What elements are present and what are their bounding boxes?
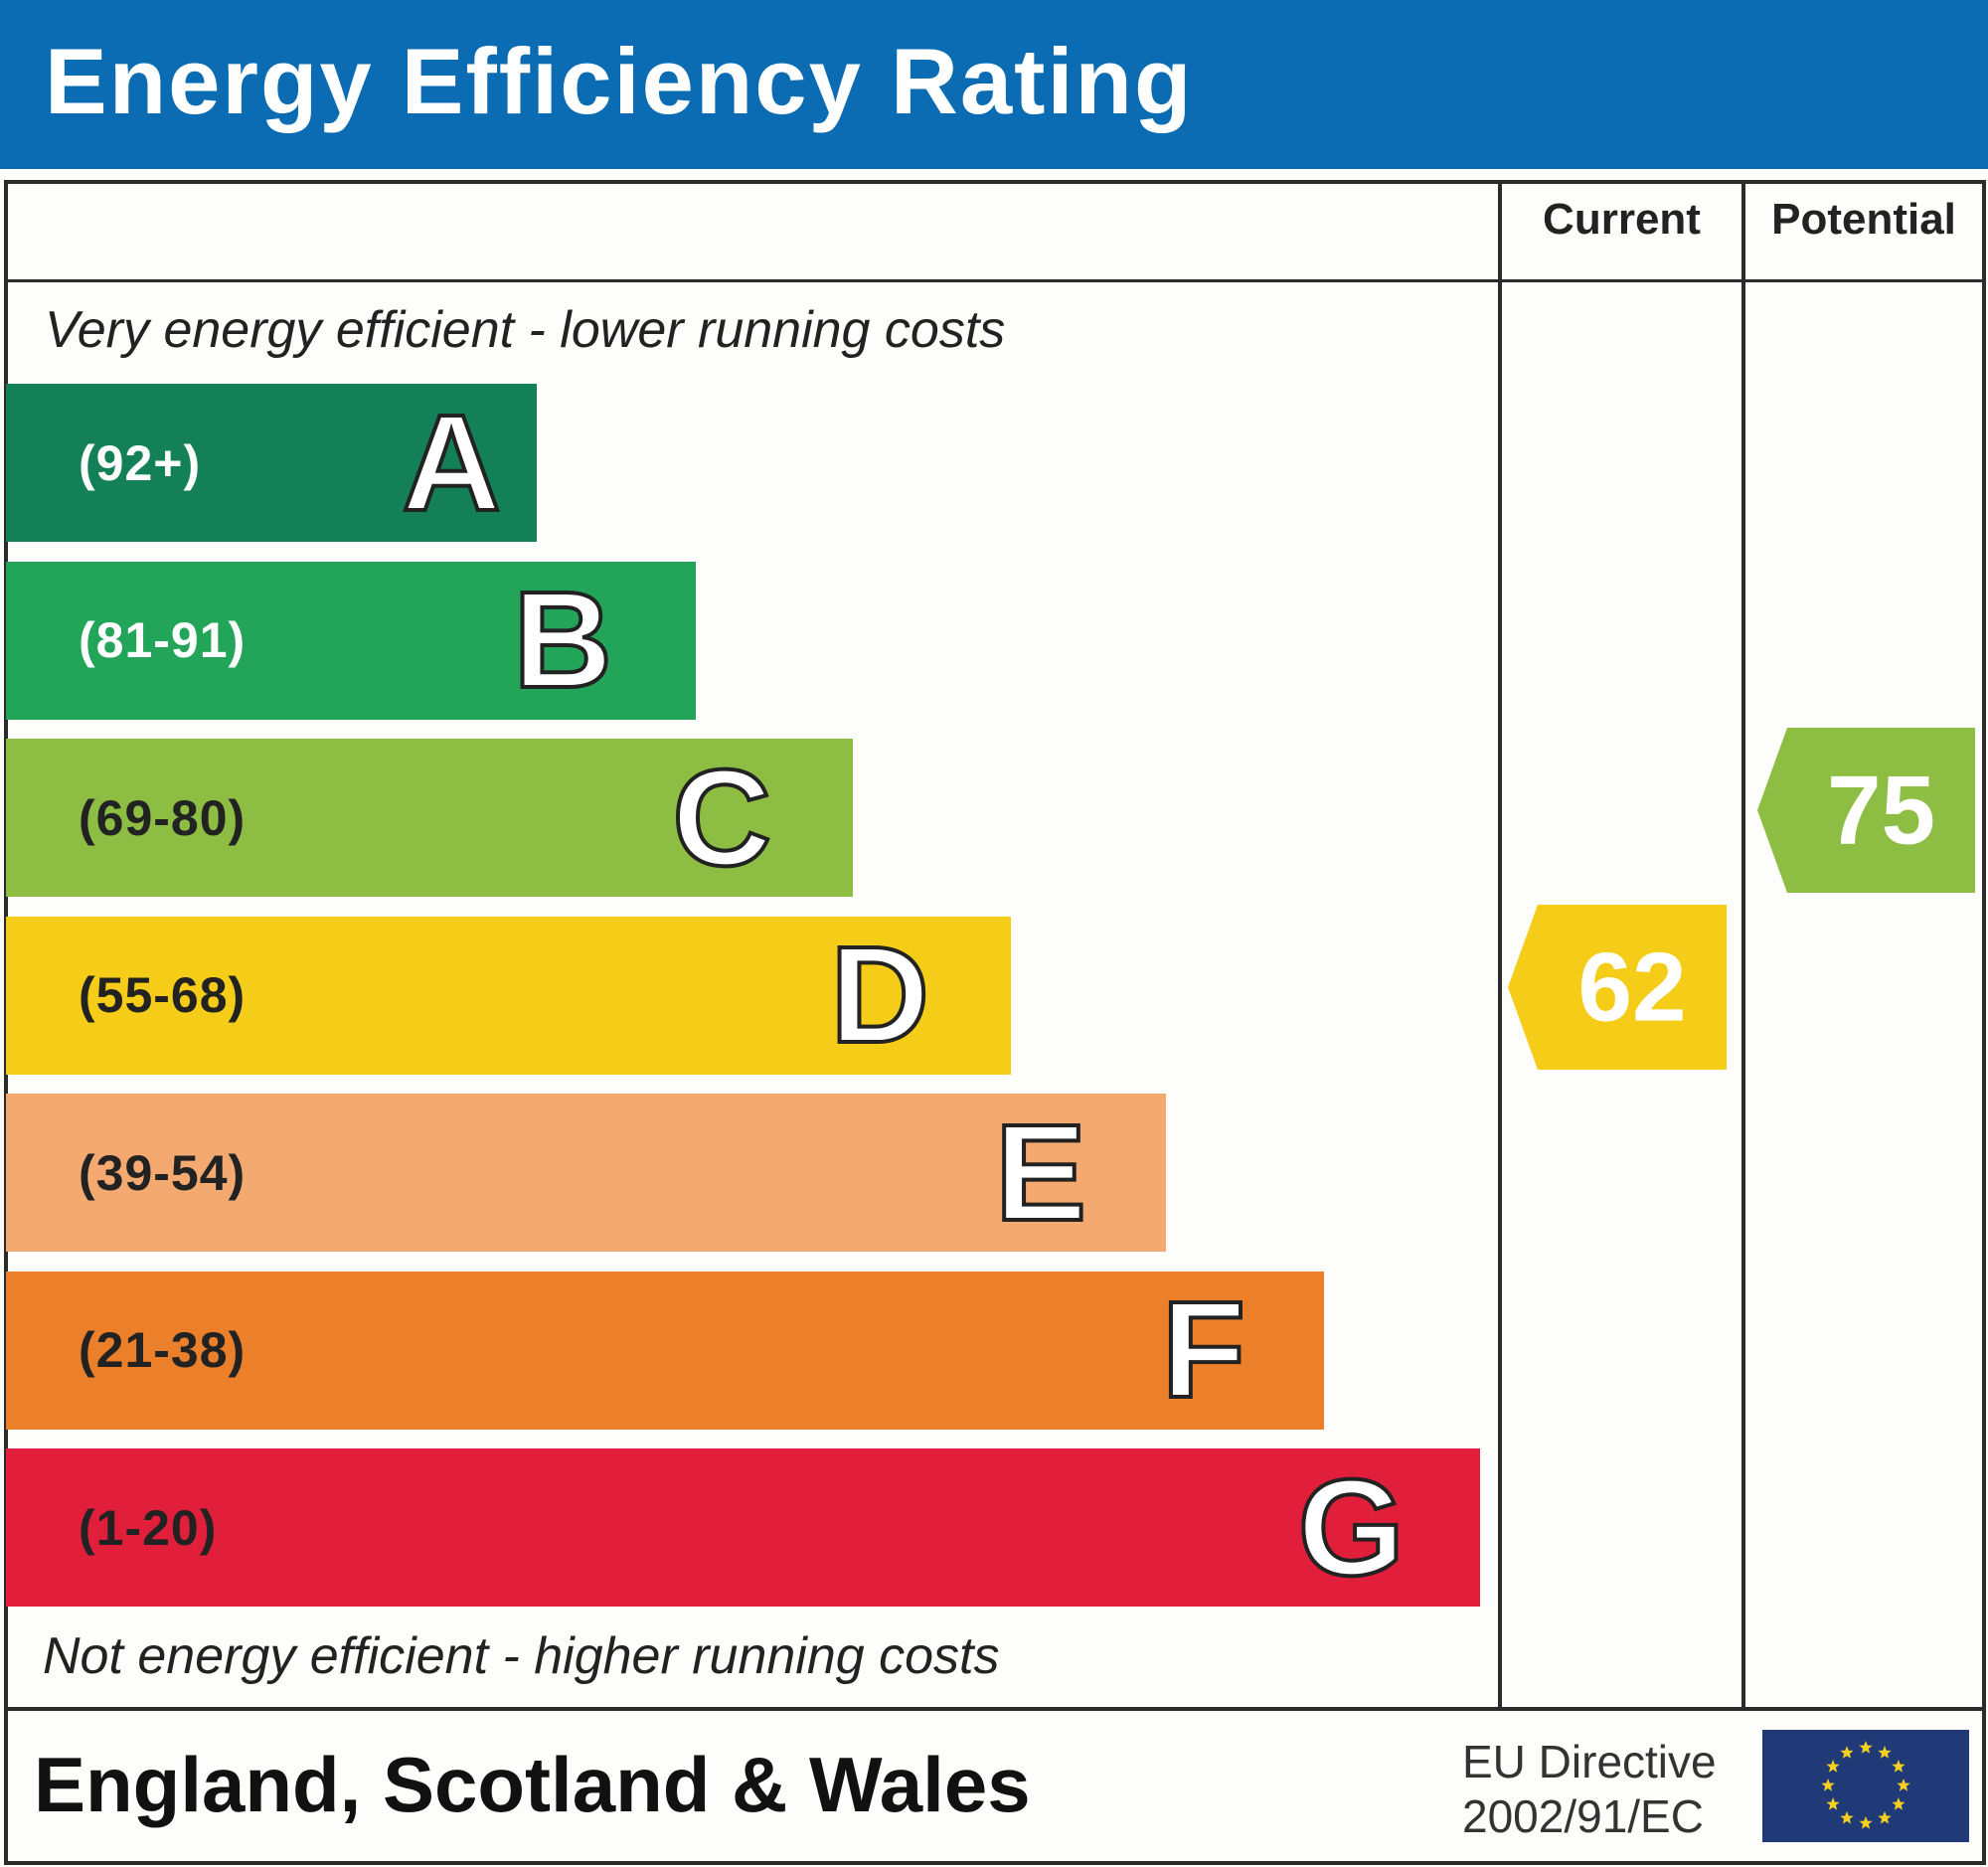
current-rating-arrow: 62 bbox=[1508, 905, 1727, 1070]
frame-bottom bbox=[4, 1861, 1986, 1865]
band-f: (21-38) F bbox=[6, 1271, 1324, 1430]
frame-right bbox=[1982, 180, 1986, 1865]
band-range-label: (21-38) bbox=[79, 1322, 247, 1378]
potential-rating-value: 75 bbox=[1826, 755, 1935, 865]
band-e: (39-54) E bbox=[6, 1094, 1166, 1252]
band-letter: B bbox=[511, 564, 614, 717]
current-column-divider bbox=[1498, 180, 1502, 1709]
eu-flag-icon bbox=[1762, 1730, 1969, 1842]
eu-directive-line2: 2002/91/EC bbox=[1462, 1790, 1704, 1842]
eu-star-icon bbox=[1878, 1810, 1892, 1824]
eu-star-icon bbox=[1821, 1779, 1835, 1791]
eu-star-icon bbox=[1840, 1746, 1854, 1759]
header-bar: Energy Efficiency Rating bbox=[0, 0, 1988, 169]
potential-rating-arrow: 75 bbox=[1757, 728, 1975, 893]
band-letter: A bbox=[400, 386, 503, 540]
page-title: Energy Efficiency Rating bbox=[45, 29, 1194, 133]
eu-star-icon bbox=[1826, 1797, 1840, 1810]
band-range-label: (39-54) bbox=[79, 1144, 247, 1201]
potential-column-divider bbox=[1741, 180, 1745, 1709]
band-range-label: (55-68) bbox=[79, 967, 247, 1023]
eu-star-icon bbox=[1897, 1779, 1910, 1791]
header-row-divider bbox=[4, 279, 1986, 282]
eu-star-icon bbox=[1826, 1760, 1840, 1773]
band-letter: C bbox=[670, 741, 773, 895]
current-rating-value: 62 bbox=[1577, 932, 1687, 1042]
eu-star-icon bbox=[1859, 1741, 1873, 1754]
eu-star-icon bbox=[1892, 1797, 1905, 1810]
eu-star-icon bbox=[1892, 1760, 1905, 1773]
band-g: (1-20) G bbox=[6, 1448, 1480, 1607]
top-note: Very energy efficient - lower running co… bbox=[45, 301, 1006, 359]
footer-region: England, Scotland & Wales bbox=[34, 1741, 1031, 1828]
potential-column-header: Potential bbox=[1771, 195, 1956, 244]
eu-directive-line1: EU Directive bbox=[1462, 1736, 1717, 1787]
eu-star-icon bbox=[1878, 1746, 1892, 1759]
band-range-label: (1-20) bbox=[79, 1499, 218, 1556]
band-range-label: (69-80) bbox=[79, 789, 247, 846]
band-range-label: (92+) bbox=[79, 434, 202, 491]
eu-star-icon bbox=[1859, 1816, 1873, 1829]
band-letter: D bbox=[828, 919, 931, 1072]
footer-divider bbox=[4, 1707, 1986, 1711]
band-letter: G bbox=[1296, 1450, 1407, 1605]
band-d: (55-68) D bbox=[6, 916, 1011, 1075]
frame-top bbox=[4, 180, 1986, 184]
band-c: (69-80) C bbox=[6, 739, 853, 897]
eu-star-icon bbox=[1840, 1810, 1854, 1824]
band-a: (92+) A bbox=[6, 384, 537, 542]
bottom-note: Not energy efficient - higher running co… bbox=[43, 1627, 1000, 1685]
current-column-header: Current bbox=[1543, 195, 1701, 244]
band-range-label: (81-91) bbox=[79, 612, 247, 668]
band-letter: F bbox=[1160, 1273, 1247, 1427]
band-letter: E bbox=[993, 1096, 1088, 1250]
band-b: (81-91) B bbox=[6, 561, 696, 720]
